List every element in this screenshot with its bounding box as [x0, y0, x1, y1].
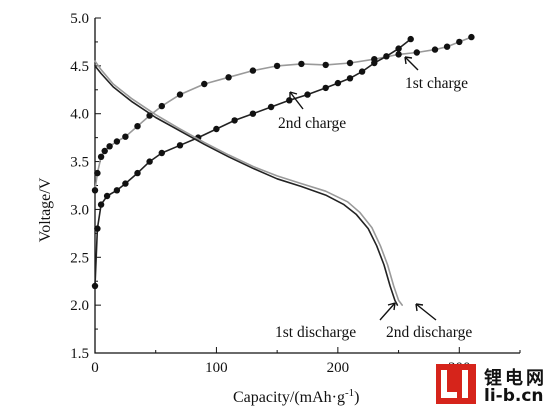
- annotation-1st-discharge-arrow: [379, 302, 396, 321]
- watermark-logo: 锂电网 li-b.cn: [436, 360, 548, 410]
- data-point-1st-charge: [413, 49, 420, 56]
- annotation-1st-discharge-arrowhead: [387, 302, 396, 311]
- chart-series-layer: [91, 33, 475, 306]
- annotation-2nd-discharge-arrowhead: [415, 303, 424, 312]
- data-point-2nd-charge: [158, 149, 165, 157]
- data-point-2nd-charge: [304, 91, 311, 98]
- data-point-2nd-charge: [322, 84, 329, 92]
- data-point-2nd-charge: [346, 75, 354, 82]
- data-point-1st-charge: [468, 33, 475, 41]
- data-point-1st-charge: [158, 102, 165, 110]
- watermark-chinese-name: 锂电网: [484, 368, 547, 389]
- data-point-2nd-charge: [395, 45, 402, 52]
- annotation-2nd-discharge-arrow: [415, 303, 437, 321]
- data-point-2nd-charge: [97, 201, 105, 208]
- data-point-2nd-charge: [146, 158, 153, 165]
- data-point-1st-charge: [201, 80, 208, 88]
- series-line-2nd-charge: [94, 38, 412, 287]
- y-tick-label: 2.0: [70, 298, 89, 314]
- data-point-2nd-charge: [91, 282, 99, 290]
- data-point-1st-charge: [106, 143, 113, 150]
- annotation-1st-charge-arrow: [404, 56, 419, 71]
- data-point-1st-charge: [431, 46, 439, 53]
- data-point-2nd-charge: [213, 125, 220, 133]
- data-point-1st-charge: [273, 62, 281, 70]
- x-tick-label: 100: [205, 360, 228, 376]
- data-point-1st-charge: [113, 138, 121, 145]
- data-point-1st-charge: [94, 169, 101, 177]
- data-point-1st-charge: [101, 147, 108, 155]
- y-tick-label: 2.5: [70, 250, 89, 266]
- data-point-1st-charge: [176, 91, 184, 98]
- x-tick-label: 0: [91, 360, 99, 376]
- data-point-2nd-charge: [134, 169, 141, 177]
- data-point-2nd-charge: [383, 53, 390, 60]
- watermark-logo-mark: [436, 364, 476, 404]
- data-point-1st-charge: [249, 67, 257, 74]
- data-point-2nd-charge: [231, 117, 238, 124]
- series-1st-charge: [91, 33, 475, 194]
- data-point-2nd-charge: [94, 225, 101, 232]
- y-tick-label: 4.0: [70, 107, 89, 123]
- data-point-1st-charge: [122, 133, 129, 140]
- data-point-1st-charge: [97, 153, 105, 160]
- annotation-1st-charge-arrowhead: [404, 56, 413, 65]
- chart-axes: 1.52.02.53.03.54.04.55.00100200300: [70, 11, 521, 376]
- series-1st-discharge: [94, 65, 399, 306]
- annotation-2nd-charge-arrow: [289, 91, 304, 110]
- x-axis-title: Capacity/(mAh·g-1): [233, 387, 359, 406]
- y-tick-label: 3.0: [70, 202, 89, 218]
- watermark-domain: li-b.cn: [484, 386, 544, 406]
- annotation-2nd-discharge: 2nd discharge: [386, 324, 472, 341]
- x-axis-title-main: Capacity/(mAh·g: [233, 389, 345, 406]
- data-point-2nd-charge: [122, 180, 129, 187]
- data-point-1st-charge: [91, 187, 99, 194]
- data-point-1st-charge: [298, 60, 305, 68]
- annotation-2nd-charge-arrowhead: [289, 91, 298, 99]
- data-point-1st-charge: [134, 123, 141, 130]
- data-point-1st-charge: [443, 43, 451, 50]
- series-line-2nd-discharge: [94, 60, 403, 306]
- watermark-li-glyph: [441, 370, 468, 398]
- series-line-1st-discharge: [94, 65, 399, 306]
- data-point-2nd-charge: [358, 68, 366, 75]
- data-point-2nd-charge: [267, 103, 275, 111]
- data-point-2nd-charge: [286, 97, 293, 104]
- data-point-2nd-charge: [113, 187, 121, 194]
- data-point-1st-charge: [456, 38, 463, 46]
- series-2nd-discharge: [94, 60, 403, 306]
- x-axis-title-end: ): [354, 389, 359, 406]
- annotation-2nd-charge: 2nd charge: [278, 115, 346, 132]
- data-point-2nd-charge: [407, 35, 414, 43]
- annotation-1st-charge: 1st charge: [405, 75, 468, 92]
- data-point-1st-charge: [322, 61, 329, 69]
- x-axis-title-superscript: -1: [345, 387, 354, 399]
- data-point-1st-charge: [225, 74, 232, 81]
- series-2nd-charge: [91, 35, 414, 290]
- data-point-2nd-charge: [371, 59, 378, 67]
- data-point-2nd-charge: [103, 192, 111, 200]
- data-point-2nd-charge: [334, 79, 342, 87]
- y-axis-title: Voltage/V: [37, 177, 54, 242]
- data-point-1st-charge: [395, 51, 402, 58]
- data-point-1st-charge: [346, 59, 354, 67]
- y-tick-label: 1.5: [70, 346, 89, 362]
- annotation-1st-discharge: 1st discharge: [275, 324, 356, 341]
- y-tick-label: 3.5: [70, 155, 89, 171]
- y-tick-label: 5.0: [70, 11, 89, 27]
- x-tick-label: 200: [327, 360, 350, 376]
- chart-annotations: 1st charge 2nd charge 1st discharge 2nd …: [275, 56, 472, 341]
- y-tick-label: 4.5: [70, 59, 89, 75]
- data-point-2nd-charge: [249, 110, 257, 117]
- data-point-2nd-charge: [176, 142, 184, 149]
